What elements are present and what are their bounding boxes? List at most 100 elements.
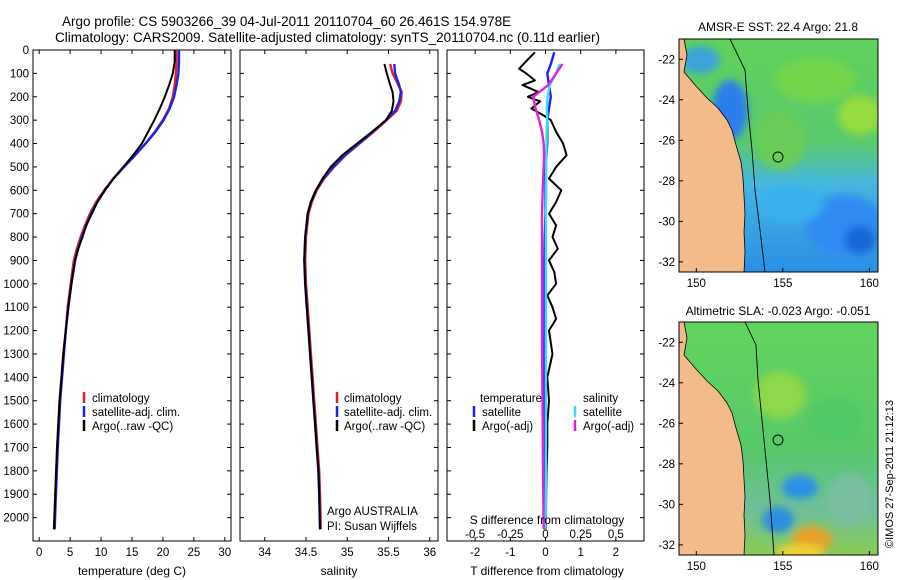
map-lat-label: -28 [658, 176, 675, 188]
map-lat-label: -22 [658, 54, 675, 66]
x-tick-label: 0 [36, 547, 42, 559]
depth-tick-label: 1800 [3, 466, 29, 478]
series-argo-raw-qc [53, 50, 176, 530]
map-lon-label: 150 [687, 561, 706, 573]
argo-profile-marker [772, 434, 784, 446]
s-tick-label: -0.5 [465, 529, 485, 541]
imos-timestamp: ©IMOS 27-Sep-2011 21:12:13 [884, 400, 896, 548]
depth-tick-label: 500 [10, 162, 29, 174]
legend-label-argo: Argo(..raw -QC) [92, 421, 173, 433]
sst-map-title: AMSR-E SST: 22.4 Argo: 21.8 [698, 20, 858, 34]
depth-tick-label: 400 [10, 139, 29, 151]
depth-tick-label: 1000 [3, 279, 29, 291]
x-tick-label: -2 [470, 547, 480, 559]
depth-tick-label: 300 [10, 115, 29, 127]
sla-map [679, 322, 878, 555]
map-lat-label: -26 [658, 135, 675, 147]
depth-tick-label: 1700 [3, 442, 29, 454]
depth-tick-label: 0 [23, 45, 29, 57]
depth-tick-label: 800 [10, 232, 29, 244]
salinity-x-label: salinity [321, 564, 358, 578]
legend-label-t-argo: Argo(-adj) [482, 421, 533, 433]
sst-contour [729, 39, 766, 272]
x-tick-label: 10 [95, 547, 108, 559]
temperature-x-label: temperature (deg C) [78, 564, 186, 578]
legend-label-s-argo: Argo(-adj) [583, 421, 634, 433]
x-tick-label: 1 [577, 547, 583, 559]
legend-label-s-satellite: satellite [583, 407, 622, 419]
map-lat-label: -28 [658, 459, 675, 471]
sla-map-title: Altimetric SLA: -0.023 Argo: -0.051 [686, 304, 871, 318]
legend-label-climatology: climatology [344, 393, 402, 405]
map-lat-label: -24 [658, 95, 675, 107]
x-tick-label: 34 [258, 547, 271, 559]
sla-map-frame [678, 321, 879, 556]
depth-tick-label: 1100 [4, 302, 29, 314]
legend-label-satellite: satellite-adj. clim. [344, 407, 432, 419]
map-lat-label: -32 [658, 257, 675, 269]
map-lat-label: -30 [658, 216, 675, 228]
legend-label-satellite: satellite-adj. clim. [92, 407, 180, 419]
figure-title-line-1: Argo profile: CS 5903266_39 04-Jul-2011 … [62, 14, 511, 29]
sst-coastline [679, 39, 746, 272]
argo-profile-marker [772, 151, 784, 163]
x-tick-label: 35 [341, 547, 354, 559]
sst-map-frame [678, 38, 879, 273]
x-tick-label: 30 [218, 547, 231, 559]
temperature-legend: climatology satellite-adj. clim. Argo(..… [82, 392, 180, 433]
map-lat-label: -22 [658, 337, 675, 349]
salinity-legend: climatology satellite-adj. clim. Argo(..… [335, 392, 432, 433]
series-salinity-satellite [544, 63, 561, 530]
depth-tick-label: 1200 [3, 326, 29, 338]
depth-tick-label: 1300 [3, 349, 29, 361]
sla-contour [744, 322, 775, 555]
depth-tick-label: 100 [10, 68, 29, 80]
depth-tick-label: 600 [10, 185, 29, 197]
map-lat-label: -24 [658, 378, 675, 390]
map-lon-label: 155 [773, 278, 792, 290]
depth-tick-label: 900 [10, 255, 29, 267]
x-tick-label: -1 [505, 547, 515, 559]
depth-tick-label: 1900 [3, 489, 29, 501]
map-lon-label: 150 [687, 278, 706, 290]
legend-label-t-satellite: satellite [482, 407, 521, 419]
legend-title-temperature: temperature [480, 393, 542, 405]
s-tick-label: 0.5 [608, 529, 624, 541]
depth-tick-label: 1600 [3, 419, 29, 431]
x-tick-label: 34.5 [295, 547, 317, 559]
x-tick-label: 15 [126, 547, 139, 559]
s-tick-label: -0.25 [497, 529, 523, 541]
x-tick-label: 25 [187, 547, 200, 559]
difference-temperature-legend: temperature satellite Argo(-adj) [472, 393, 542, 433]
float-owner-line-1: Argo AUSTRALIA [327, 506, 418, 518]
x-tick-label: 35.5 [377, 547, 399, 559]
map-lon-label: 155 [773, 561, 792, 573]
map-lat-label: -30 [658, 499, 675, 511]
map-lon-label: 160 [860, 278, 879, 290]
difference-x-label: T difference from climatology [470, 564, 624, 578]
difference-salinity-legend: salinity satellite Argo(-adj) [573, 393, 634, 433]
x-tick-label: 5 [67, 547, 73, 559]
sst-field-patches [680, 46, 878, 255]
series-climatology [304, 63, 403, 530]
depth-tick-label: 2000 [3, 513, 29, 525]
series-argo-raw-qc [303, 63, 395, 530]
map-lon-label: 160 [860, 561, 879, 573]
sst-map [679, 39, 878, 272]
figure-title-line-2: Climatology: CARS2009. Satellite-adjuste… [55, 30, 600, 45]
s-tick-label: 0.25 [569, 529, 591, 541]
depth-tick-label: 1500 [3, 396, 29, 408]
depth-tick-label: 200 [10, 92, 29, 104]
legend-title-salinity: salinity [583, 393, 618, 405]
map-lat-label: -32 [658, 540, 675, 552]
x-tick-label: 0 [542, 547, 548, 559]
sla-field-patches [754, 371, 872, 555]
depth-tick-label: 1400 [3, 372, 29, 384]
salinity-axes [239, 49, 439, 542]
depth-tick-label: 700 [10, 209, 29, 221]
series-climatology [52, 50, 178, 530]
sla-coastline [679, 322, 746, 555]
x-tick-label: 36 [423, 547, 436, 559]
difference-top-x-label: S difference from climatology [470, 513, 625, 527]
